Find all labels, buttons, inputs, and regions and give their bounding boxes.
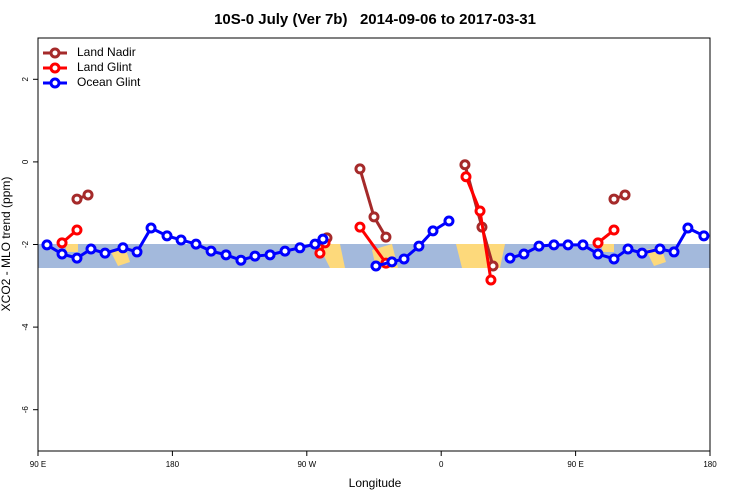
data-point	[161, 230, 173, 242]
data-point	[619, 189, 631, 201]
y-tick-label: -4	[21, 323, 30, 331]
data-point	[99, 247, 111, 259]
y-tick-label: 2	[21, 77, 30, 82]
data-point	[370, 260, 382, 272]
data-point	[485, 274, 497, 286]
data-point	[190, 238, 202, 250]
data-point	[220, 249, 232, 261]
data-point	[562, 239, 574, 251]
data-point	[668, 246, 680, 258]
data-point	[636, 247, 648, 259]
data-point	[56, 248, 68, 260]
data-point	[85, 243, 97, 255]
data-point	[249, 250, 261, 262]
x-tick-label: 0	[439, 460, 444, 469]
data-point	[504, 252, 516, 264]
data-point	[294, 242, 306, 254]
data-point	[82, 189, 94, 201]
data-point	[354, 163, 366, 175]
data-point	[235, 254, 247, 266]
data-point	[548, 239, 560, 251]
x-axis-label: Longitude	[349, 476, 402, 490]
data-point	[145, 222, 157, 234]
legend-marker	[49, 47, 61, 59]
data-point	[443, 215, 455, 227]
x-tick-label: 90 E	[567, 460, 583, 469]
data-point	[577, 239, 589, 251]
data-point	[518, 248, 530, 260]
plot-area	[41, 159, 710, 286]
data-point	[71, 193, 83, 205]
data-point	[654, 243, 666, 255]
data-point	[317, 233, 329, 245]
data-point	[608, 253, 620, 265]
data-point	[622, 243, 634, 255]
data-point	[41, 239, 53, 251]
x-tick-label: 180	[703, 460, 717, 469]
legend-label: Land Nadir	[77, 45, 136, 59]
y-tick-label: -2	[21, 240, 30, 248]
data-point	[608, 224, 620, 236]
legend-label: Land Glint	[77, 60, 132, 74]
y-axis-label: XCO2 - MLO trend (ppm)	[0, 177, 13, 312]
data-point	[427, 225, 439, 237]
data-point	[592, 248, 604, 260]
data-point	[368, 211, 380, 223]
data-point	[698, 230, 710, 242]
x-tick-label: 90 W	[297, 460, 316, 469]
data-point	[71, 224, 83, 236]
data-point	[398, 253, 410, 265]
y-tick-label: -6	[21, 406, 30, 414]
data-point	[460, 171, 472, 183]
data-point	[474, 205, 486, 217]
legend-marker	[49, 77, 61, 89]
data-point	[264, 249, 276, 261]
data-point	[279, 245, 291, 257]
data-point	[682, 222, 694, 234]
legend-marker	[49, 62, 61, 74]
data-point	[175, 234, 187, 246]
data-point	[354, 221, 366, 233]
x-tick-label: 90 E	[30, 460, 46, 469]
data-point	[205, 245, 217, 257]
series-line	[358, 226, 388, 264]
data-point	[71, 252, 83, 264]
data-point	[309, 238, 321, 250]
y-tick-label: 0	[21, 159, 30, 164]
data-point	[117, 242, 129, 254]
data-point	[413, 240, 425, 252]
chart-title: 10S-0 July (Ver 7b) 2014-09-06 to 2017-0…	[214, 11, 536, 28]
legend-label: Ocean Glint	[77, 75, 141, 89]
data-point	[533, 240, 545, 252]
data-point	[56, 237, 68, 249]
data-point	[314, 247, 326, 259]
data-point	[592, 237, 604, 249]
data-point	[608, 193, 620, 205]
data-point	[386, 256, 398, 268]
data-point	[131, 246, 143, 258]
data-point	[459, 159, 471, 171]
x-tick-label: 180	[166, 460, 180, 469]
data-point	[380, 231, 392, 243]
